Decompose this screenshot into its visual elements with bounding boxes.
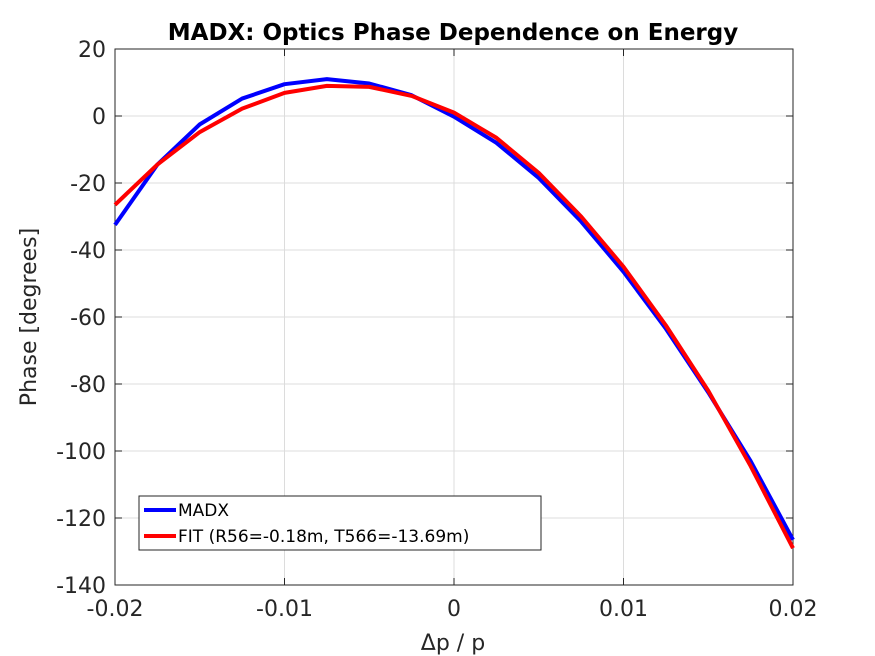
axis-ticks: -0.02 -0.01 0 0.01 0.02 -140 -120 -100 -80 -60 -40… (56, 38, 817, 622)
x-axis-label: Δp / p (421, 631, 485, 656)
chart-title: MADX: Optics Phase Dependence on Energy (168, 20, 738, 46)
legend-box (138, 495, 542, 551)
y-tick-label: 0 (92, 105, 106, 130)
y-tick-label: -140 (56, 574, 106, 599)
y-axis-label: Phase [degrees] (17, 228, 42, 406)
legend-label-madx: MADX (178, 501, 229, 521)
y-tick-label: -40 (70, 239, 106, 264)
series-line-fit (113, 83, 795, 550)
y-tick-label: -100 (56, 440, 106, 465)
x-tick-label: 0.02 (769, 597, 818, 622)
x-tick-label: -0.02 (87, 597, 144, 622)
y-tick-label: -20 (70, 172, 106, 197)
y-tick-label: -60 (70, 306, 106, 331)
x-tick-label: 0.01 (599, 597, 648, 622)
y-tick-label: 20 (78, 38, 106, 63)
x-tick-label: 0 (447, 597, 461, 622)
legend: MADX FIT (R56=-0.18m, T566=-13.69m) (138, 495, 542, 551)
y-tick-label: -120 (56, 507, 106, 532)
x-tick-label: -0.01 (256, 597, 313, 622)
y-tick-label: -80 (70, 373, 106, 398)
legend-label-fit: FIT (R56=-0.18m, T566=-13.69m) (178, 527, 469, 547)
series-lines (113, 77, 795, 550)
